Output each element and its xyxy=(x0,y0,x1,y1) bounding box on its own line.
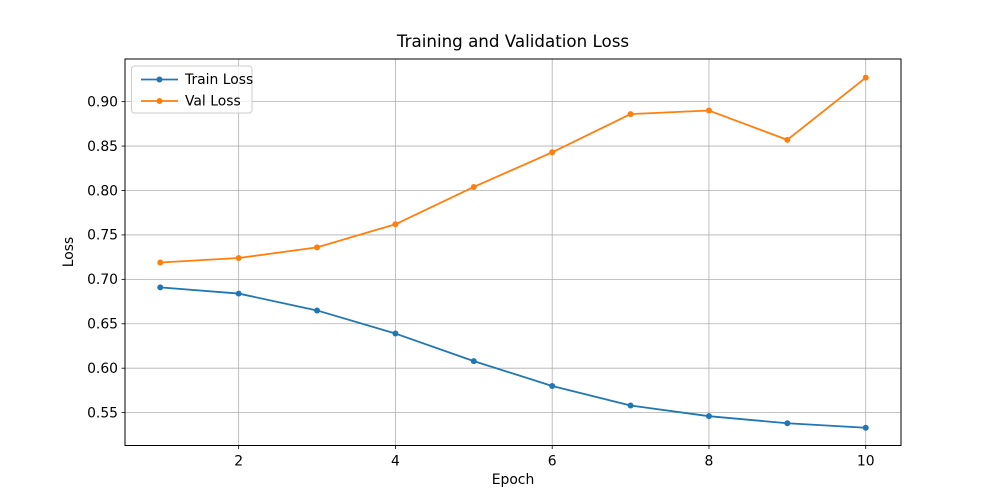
y-tick-label: 0.75 xyxy=(87,228,118,244)
train-loss-data-point xyxy=(627,402,634,409)
train-loss-data-point xyxy=(470,358,477,365)
y-tick-label: 0.60 xyxy=(87,361,118,377)
train-loss-data-point xyxy=(549,382,556,389)
legend: Train Loss Val Loss xyxy=(131,65,253,114)
val-loss-data-point xyxy=(392,221,399,228)
val-loss-data-point xyxy=(784,136,791,143)
x-tick-label: 10 xyxy=(857,454,875,470)
val-loss-legend-marker xyxy=(156,98,163,104)
axis-ticks: 0.55 0.60 0.65 0.70 0.75 0.80 0.85 0.90 2 4 6 8 10 xyxy=(87,94,875,469)
chart-title: Training and Validation Loss xyxy=(396,31,629,51)
plot-border xyxy=(124,58,902,446)
train-loss-data-point xyxy=(235,290,242,297)
val-loss-data-point xyxy=(470,183,477,190)
val-loss-data-point xyxy=(157,259,164,266)
val-loss-data-point xyxy=(627,111,634,118)
val-loss-data-point xyxy=(549,149,556,156)
val-loss-line xyxy=(160,76,867,264)
train-loss-data-point xyxy=(862,424,869,431)
train-loss-line xyxy=(160,286,866,429)
train-loss-legend-marker xyxy=(156,76,163,83)
y-tick-label: 0.65 xyxy=(87,317,118,333)
x-axis-label: Epoch xyxy=(492,472,535,488)
train-loss-data-point xyxy=(314,307,321,314)
train-loss-data-point xyxy=(705,413,712,420)
legend-label-train-loss: Train Loss xyxy=(184,72,253,88)
y-tick-label: 0.55 xyxy=(87,405,118,421)
val-loss-data-point xyxy=(862,74,869,81)
legend-label-val-loss: Val Loss xyxy=(185,94,241,110)
grid xyxy=(125,59,901,446)
val-loss-data-point xyxy=(314,244,321,251)
train-loss-data-point xyxy=(157,284,164,291)
series-layer xyxy=(157,74,869,431)
x-tick-label: 4 xyxy=(391,454,400,470)
train-loss-data-point xyxy=(392,330,399,337)
val-loss-data-point xyxy=(705,107,712,114)
legend-item-train-loss: Train Loss xyxy=(141,72,253,88)
x-tick-label: 8 xyxy=(705,454,714,470)
val-loss-data-point xyxy=(235,255,242,262)
x-tick-label: 2 xyxy=(234,454,243,470)
train-loss-data-point xyxy=(784,420,791,427)
y-tick-label: 0.70 xyxy=(87,272,118,288)
y-tick-label: 0.85 xyxy=(87,139,118,155)
x-tick-label: 6 xyxy=(548,454,557,470)
y-axis-label: Loss xyxy=(61,237,77,267)
y-tick-label: 0.90 xyxy=(87,94,118,110)
y-tick-label: 0.80 xyxy=(87,183,118,199)
legend-item-val-loss: Val Loss xyxy=(141,94,241,110)
